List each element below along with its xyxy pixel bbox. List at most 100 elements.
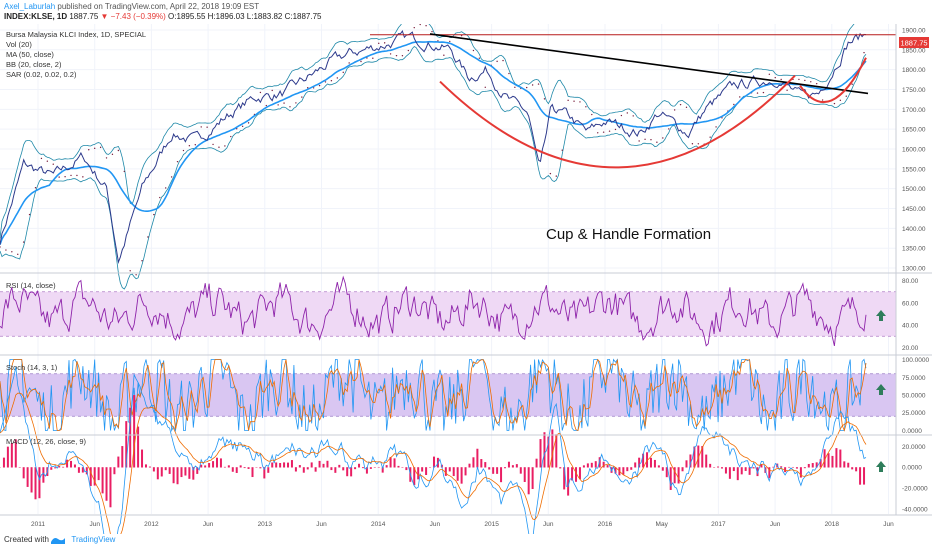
- macd-histogram-bar: [228, 465, 230, 467]
- sar-dot: [141, 260, 142, 261]
- macd-tick-label: -20.0000: [902, 486, 928, 493]
- stoch-label: Stoch (14, 3, 1): [6, 363, 58, 372]
- sar-dot: [206, 126, 207, 127]
- sar-dot: [449, 41, 450, 42]
- macd-histogram-bar: [512, 465, 514, 467]
- sar-dot: [129, 270, 130, 271]
- sar-dot: [621, 115, 622, 116]
- sar-dot: [47, 161, 48, 162]
- macd-histogram-bar: [532, 467, 534, 489]
- sar-dot: [567, 100, 568, 101]
- sar-dot: [378, 43, 379, 44]
- macd-histogram-bar: [204, 465, 206, 467]
- macd-histogram-bar: [161, 467, 163, 476]
- macd-histogram-bar: [216, 458, 218, 468]
- macd-histogram-bar: [208, 463, 210, 467]
- macd-histogram-bar: [137, 427, 139, 468]
- macd-histogram-bar: [831, 456, 833, 468]
- macd-histogram-bar: [287, 463, 289, 468]
- symbol-header: INDEX:KLSE, 1D 1887.75 ▼ −7.43 (−0.39%) …: [4, 12, 322, 21]
- chart-canvas[interactable]: Cup & Handle Formation 1887.75 Bursa Mal…: [0, 24, 932, 534]
- footer: Created with TradingView: [4, 535, 115, 544]
- sar-dot: [757, 92, 758, 93]
- macd-histogram-bar: [50, 467, 52, 470]
- macd-histogram-bar: [252, 467, 254, 477]
- sar-dot: [680, 104, 681, 105]
- macd-histogram-bar: [299, 465, 301, 467]
- macd-histogram-bar: [323, 464, 325, 468]
- macd-histogram-bar: [567, 467, 569, 495]
- macd-histogram-bar: [461, 467, 463, 483]
- macd-histogram-bar: [212, 461, 214, 467]
- created-with-text: Created with: [4, 535, 49, 544]
- macd-histogram-bar: [741, 467, 743, 474]
- macd-histogram-bar: [295, 467, 297, 471]
- macd-histogram-bar: [449, 467, 451, 471]
- macd-histogram-bar: [540, 439, 542, 467]
- sar-dot: [248, 122, 249, 123]
- sar-dot: [165, 187, 166, 188]
- sar-dot: [573, 101, 574, 102]
- macd-histogram-bar: [630, 467, 632, 470]
- macd-histogram-bar: [492, 467, 494, 474]
- sar-dot: [668, 128, 669, 129]
- sar-dot: [502, 60, 503, 61]
- sar-dot: [615, 129, 616, 130]
- author-link[interactable]: Axel_Laburlah: [4, 2, 55, 11]
- macd-histogram-bar: [709, 464, 711, 468]
- macd-histogram-bar: [35, 467, 37, 499]
- macd-histogram-bar: [307, 467, 309, 469]
- macd-histogram-bar: [796, 467, 798, 468]
- sar-dot: [348, 62, 349, 63]
- macd-histogram-bar: [248, 467, 250, 469]
- macd-histogram-bar: [682, 467, 684, 471]
- macd-histogram-bar: [259, 467, 261, 468]
- symbol-line[interactable]: INDEX:KLSE, 1D: [4, 12, 67, 21]
- macd-histogram-bar: [358, 464, 360, 468]
- macd-histogram-bar: [303, 467, 305, 473]
- price-change: ▼ −7.43 (−0.39%): [101, 12, 166, 21]
- sar-dot: [23, 241, 24, 242]
- macd-histogram-bar: [42, 467, 44, 482]
- sar-dot: [408, 50, 409, 51]
- time-tick-label: May: [656, 521, 669, 528]
- time-tick-label: Jun: [770, 521, 781, 528]
- macd-histogram-bar: [717, 467, 719, 468]
- macd-histogram-bar: [705, 455, 707, 468]
- macd-histogram-bar: [346, 467, 348, 476]
- macd-histogram-bar: [370, 467, 372, 469]
- price-tick-label: 1550.00: [902, 166, 926, 173]
- sar-dot: [212, 144, 213, 145]
- macd-histogram-bar: [626, 467, 628, 471]
- macd-histogram-bar: [685, 460, 687, 467]
- macd-histogram-bar: [465, 467, 467, 475]
- published-text: published on TradingView.com, April 22, …: [57, 2, 259, 11]
- sar-dot: [147, 236, 148, 237]
- price-tick-label: 1750.00: [902, 87, 926, 94]
- macd-histogram-bar: [11, 443, 13, 468]
- tradingview-brand[interactable]: TradingView: [71, 535, 115, 544]
- sar-dot: [656, 142, 657, 143]
- stoch-tick-label: 50.0000: [902, 393, 926, 400]
- sar-dot: [396, 55, 397, 56]
- sar-dot: [295, 102, 296, 103]
- time-tick-label: 2018: [825, 521, 840, 528]
- sar-dot: [526, 87, 527, 88]
- macd-histogram-bar: [141, 450, 143, 468]
- macd-histogram-bar: [334, 467, 336, 473]
- sar-dot: [384, 42, 385, 43]
- sar-dot: [538, 83, 539, 84]
- macd-histogram-bar: [275, 462, 277, 467]
- macd-histogram-bar: [753, 467, 755, 468]
- sar-dot: [562, 149, 563, 150]
- macd-histogram-bar: [843, 461, 845, 467]
- sar-dot: [585, 106, 586, 107]
- macd-histogram-bar: [62, 467, 64, 468]
- sar-dot: [360, 61, 361, 62]
- rsi-tick-label: 40.00: [902, 323, 919, 330]
- macd-histogram-bar: [792, 467, 794, 468]
- macd-histogram-bar: [847, 463, 849, 468]
- macd-histogram-bar: [476, 449, 478, 468]
- legend-title: Bursa Malaysia KLCI Index, 1D, SPECIAL: [6, 30, 146, 39]
- sar-dot: [425, 25, 426, 26]
